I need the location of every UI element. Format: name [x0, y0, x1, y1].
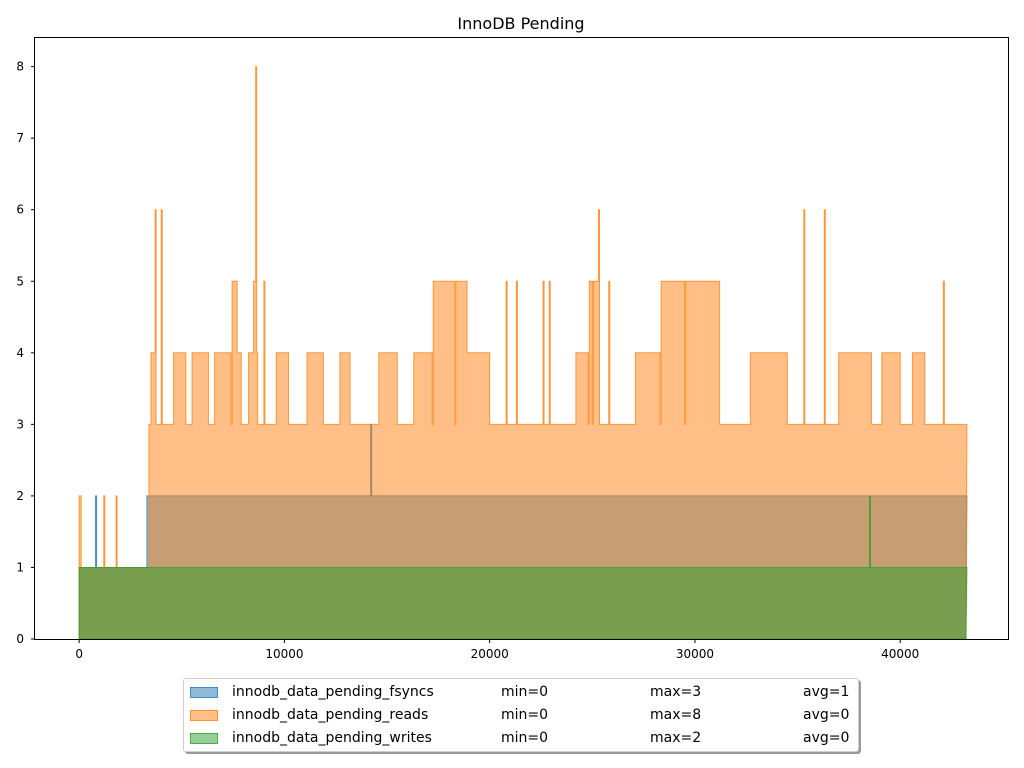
- y-tick-label: 2: [16, 489, 24, 503]
- legend-label-reads: innodb_data_pending_reads: [232, 707, 429, 723]
- legend-entry-fsyncs: innodb_data_pending_fsyncs min=0 max=3 a…: [184, 682, 858, 702]
- x-tick-label: 0: [75, 647, 83, 661]
- series-area-writes: [78, 495, 968, 640]
- legend-entry-writes: innodb_data_pending_writes min=0 max=2 a…: [184, 728, 858, 748]
- x-tick-label: 40000: [881, 647, 919, 661]
- plot-frame: [34, 37, 1009, 640]
- y-tick-label: 1: [16, 560, 24, 574]
- y-axis: 0 1 2 3 4 5 6 7 8: [16, 60, 35, 646]
- y-tick-label: 6: [16, 203, 24, 217]
- legend-entry-reads: innodb_data_pending_reads min=0 max=8 av…: [184, 705, 858, 725]
- legend-max-fsyncs: max=3: [650, 684, 702, 700]
- x-tick-label: 20000: [471, 647, 509, 661]
- legend-label-fsyncs: innodb_data_pending_fsyncs: [232, 684, 434, 700]
- legend-max-writes: max=2: [650, 730, 702, 746]
- series-area-reads: [78, 66, 968, 640]
- legend-label-writes: innodb_data_pending_writes: [232, 730, 432, 746]
- chart-title: InnoDB Pending: [457, 14, 584, 33]
- y-tick-label: 0: [16, 632, 24, 646]
- legend-min-writes: min=0: [501, 730, 549, 746]
- legend: innodb_data_pending_fsyncs min=0 max=3 a…: [183, 678, 859, 752]
- series-layer: [78, 66, 968, 640]
- x-axis: 0 10000 20000 30000 40000: [75, 639, 919, 661]
- legend-min-reads: min=0: [501, 707, 549, 723]
- legend-avg-reads: avg=0: [803, 707, 850, 723]
- legend-avg-writes: avg=0: [803, 730, 850, 746]
- y-tick-label: 5: [16, 274, 24, 288]
- y-tick-label: 8: [16, 60, 24, 74]
- legend-swatch-reads: [190, 710, 218, 721]
- legend-avg-fsyncs: avg=1: [803, 684, 850, 700]
- x-tick-label: 30000: [676, 647, 714, 661]
- legend-max-reads: max=8: [650, 707, 702, 723]
- legend-swatch-fsyncs: [190, 687, 218, 698]
- legend-min-fsyncs: min=0: [501, 684, 549, 700]
- y-tick-label: 3: [16, 417, 24, 431]
- legend-swatch-writes: [190, 733, 218, 744]
- y-tick-label: 4: [16, 346, 24, 360]
- x-tick-label: 10000: [265, 647, 303, 661]
- y-tick-label: 7: [16, 131, 24, 145]
